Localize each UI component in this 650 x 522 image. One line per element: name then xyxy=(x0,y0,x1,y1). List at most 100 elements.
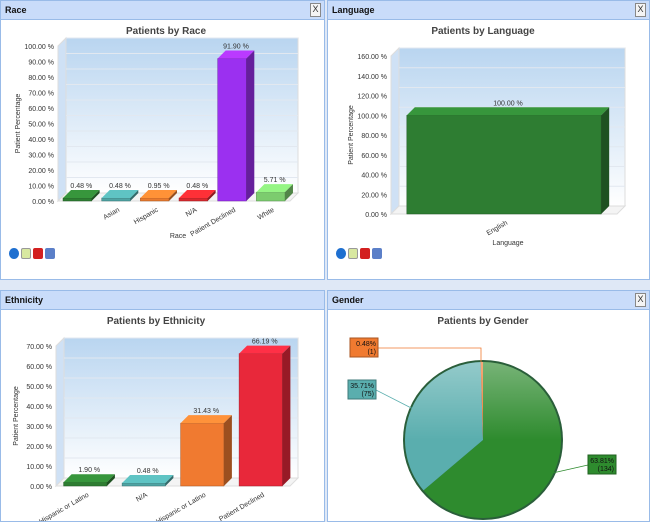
x-axis-label: Race xyxy=(170,233,186,240)
panel-header: Race xyxy=(1,1,324,20)
data-label: 0.48 % xyxy=(137,468,159,475)
data-label: 31.43 % xyxy=(193,408,219,415)
y-tick-label: 120.00 % xyxy=(357,94,387,101)
x-tick-label: White xyxy=(257,207,276,222)
bar-top xyxy=(217,50,255,59)
y-tick-label: 70.00 % xyxy=(28,91,54,98)
pie-label-count: (134) xyxy=(598,466,614,473)
language-chart: Patients by Language 0.00 % 20.00 % 40.00 %… xyxy=(348,26,627,247)
bar-top xyxy=(180,415,232,424)
bar-top xyxy=(63,474,115,483)
bar-top xyxy=(406,107,610,116)
bar-top xyxy=(122,475,174,483)
data-label: 100.00 % xyxy=(493,100,523,107)
export-icon[interactable] xyxy=(372,248,382,259)
bar xyxy=(140,197,170,202)
y-tick-label: 60.00 % xyxy=(361,153,387,160)
pie-gloss xyxy=(405,362,561,518)
help-icon[interactable] xyxy=(336,248,346,259)
chart-title: Patients by Ethnicity xyxy=(107,316,206,327)
y-tick-label: 80.00 % xyxy=(28,75,54,82)
y-tick-label: 160.00 % xyxy=(357,54,387,61)
help-icon[interactable] xyxy=(9,248,19,259)
bar-top xyxy=(239,345,291,354)
y-tick-label: 60.00 % xyxy=(26,364,52,371)
bar-side xyxy=(130,190,139,201)
x-tick-label: Hispanic or Latino xyxy=(38,492,90,522)
data-label: 1.90 % xyxy=(78,467,100,474)
pie-label-box xyxy=(587,454,617,475)
bar xyxy=(238,353,283,487)
edit-icon[interactable] xyxy=(348,248,358,259)
pdf-icon[interactable] xyxy=(33,248,43,259)
close-button[interactable]: X xyxy=(635,293,646,307)
chart-toolbar xyxy=(336,248,382,259)
x-tick-label: N/A xyxy=(185,207,199,219)
chart-title: Patients by Gender xyxy=(437,316,528,327)
data-label: 5.71 % xyxy=(264,177,286,184)
data-label: 0.48 % xyxy=(186,183,208,190)
y-tick-label: 0.00 % xyxy=(30,484,52,491)
y-tick-label: 40.00 % xyxy=(361,173,387,180)
chart-title: Patients by Language xyxy=(431,26,535,37)
pie-label-percent: 0.48% xyxy=(356,341,376,348)
gender-chart: Patients by Gender 63.81%(134) 35.71%(75) 0… xyxy=(347,316,617,520)
gender-panel: Gender X Patients by Gender 63.81% (134) 35… xyxy=(327,290,650,522)
bar-side xyxy=(223,415,232,486)
y-tick-label: 80.00 % xyxy=(361,133,387,140)
bar-side xyxy=(282,345,291,486)
chart-title: Patients by Race xyxy=(126,26,206,37)
panel-header: Gender xyxy=(328,291,649,310)
bar-side xyxy=(165,475,174,486)
y-tick-label: 50.00 % xyxy=(28,122,54,129)
bar xyxy=(406,115,602,215)
leader-line xyxy=(378,347,482,362)
close-button[interactable]: X xyxy=(635,3,646,17)
race-chart: Patients by Race 0.00 % 10.00 % 20.00 % 30.0… xyxy=(15,26,300,240)
bar xyxy=(62,197,92,202)
bar-side xyxy=(91,190,100,201)
plot-side-wall xyxy=(57,36,67,203)
bar xyxy=(217,58,247,202)
close-button[interactable]: X xyxy=(310,3,321,17)
y-tick-label: 40.00 % xyxy=(26,404,52,411)
x-axis-label: Language xyxy=(492,240,523,247)
bar xyxy=(256,191,286,202)
data-label: 0.95 % xyxy=(148,183,170,190)
pie-label-percent: 63.81% xyxy=(590,458,614,465)
y-axis-label: Patient Percentage xyxy=(13,386,20,446)
y-tick-label: 30.00 % xyxy=(26,424,52,431)
edit-icon[interactable] xyxy=(21,248,31,259)
x-tick-label: Not Hispanic or Latino xyxy=(144,492,207,522)
bar-side xyxy=(284,184,293,201)
data-label: 66.19 % xyxy=(252,339,278,346)
y-tick-label: 60.00 % xyxy=(28,106,54,113)
bar-top xyxy=(63,190,100,198)
y-tick-label: 20.00 % xyxy=(28,168,54,175)
bar-side xyxy=(207,190,216,201)
bar xyxy=(63,481,108,487)
y-axis-label: Patient Percentage xyxy=(15,94,22,154)
bar-top xyxy=(179,190,216,198)
pdf-icon[interactable] xyxy=(360,248,370,259)
y-tick-label: 40.00 % xyxy=(28,137,54,144)
ethnicity-panel: Ethnicity Patients by Ethnicity 0.00 % 10.… xyxy=(0,290,325,522)
pie-label-box xyxy=(347,379,377,400)
y-tick-label: 20.00 % xyxy=(361,192,387,199)
bar-side xyxy=(168,190,177,201)
y-tick-label: 70.00 % xyxy=(26,344,52,351)
data-label: 0.48 % xyxy=(109,183,131,190)
y-tick-label: 100.00 % xyxy=(357,113,387,120)
x-tick-label: Patient Declined xyxy=(218,492,266,522)
export-icon[interactable] xyxy=(45,248,55,259)
y-tick-label: 10.00 % xyxy=(28,184,54,191)
pie-label-count: (75) xyxy=(362,391,374,398)
bar-top xyxy=(140,190,177,198)
race-panel: Race X Patients by Race 0.00 % 10.00 % 20.0… xyxy=(0,0,325,280)
bar xyxy=(178,197,208,202)
y-tick-label: 20.00 % xyxy=(26,444,52,451)
panel-header: Ethnicity xyxy=(1,291,324,310)
chart-toolbar xyxy=(9,248,55,259)
x-tick-label: Hispanic xyxy=(133,206,160,226)
bar xyxy=(121,482,166,487)
